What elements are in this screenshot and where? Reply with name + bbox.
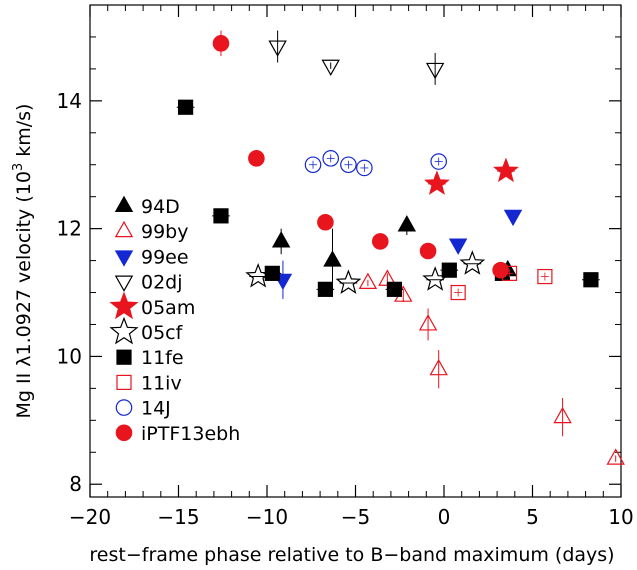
series-99by <box>358 269 625 465</box>
data-point <box>323 250 342 267</box>
y-tick-label: 12 <box>57 217 82 241</box>
data-point <box>429 358 448 376</box>
y-axis-label-main: Mg II λ1.0927 velocity (10 <box>13 171 35 418</box>
data-point <box>271 231 291 248</box>
legend-marker <box>116 374 132 390</box>
data-point <box>317 213 334 231</box>
legend-label: 94D <box>141 196 180 218</box>
legend-label: 11iv <box>141 372 182 394</box>
legend-label: 05cf <box>141 322 184 344</box>
data-point <box>304 156 322 174</box>
data-point <box>248 150 265 167</box>
legend-marker <box>109 316 139 345</box>
data-point <box>213 208 229 224</box>
data-point <box>371 233 389 250</box>
data-point <box>441 262 457 278</box>
legend-item-02dj: 02dj <box>114 272 183 294</box>
data-point <box>340 156 357 174</box>
x-tick-label: 0 <box>438 505 451 529</box>
data-point <box>430 153 447 170</box>
data-point <box>492 261 509 279</box>
x-tick-label: −5 <box>341 505 370 529</box>
data-point <box>459 250 486 275</box>
x-tick-label: −10 <box>246 505 288 529</box>
legend-label: 05am <box>141 297 195 319</box>
legend-item-99ee: 99ee <box>114 246 189 268</box>
data-point <box>177 99 194 115</box>
data-point <box>419 242 437 260</box>
y-tick-label: 8 <box>69 472 82 496</box>
series-11fe <box>176 99 600 297</box>
series-14J <box>304 150 447 177</box>
legend-label: 11fe <box>141 347 184 369</box>
legend-item-iPTF13ebh: iPTF13ebh <box>115 423 240 445</box>
data-point <box>537 268 553 285</box>
y-axis-label-unit: km/s) <box>13 104 35 163</box>
data-point <box>553 406 572 424</box>
legend-marker <box>114 195 134 213</box>
y-tick-label: 14 <box>57 89 82 113</box>
data-point <box>418 314 438 331</box>
data-point <box>425 62 445 80</box>
legend-item-94D: 94D <box>114 195 180 218</box>
legend-item-11fe: 11fe <box>116 347 184 369</box>
legend-marker <box>116 349 132 365</box>
x-axis-label: rest−frame phase relative to B−band maxi… <box>89 544 614 566</box>
legend-marker <box>109 291 139 320</box>
data-point <box>583 272 599 288</box>
data-point <box>423 170 450 195</box>
data-point <box>212 35 230 52</box>
data-point <box>448 238 468 255</box>
y-tick-label: 10 <box>57 344 82 368</box>
data-point <box>493 157 519 183</box>
y-axis: 8 10 12 14 <box>57 36 621 496</box>
data-point <box>450 284 466 301</box>
x-axis: −20 −15 −10 −5 0 5 10 <box>69 5 634 529</box>
x-tick-label: 10 <box>608 505 633 529</box>
data-point <box>356 159 373 177</box>
data-point <box>606 448 625 465</box>
data-point <box>322 150 340 167</box>
legend-item-14J: 14J <box>115 398 171 420</box>
legend-label: 99by <box>141 221 188 243</box>
series-02dj <box>268 30 445 85</box>
data-point <box>317 281 334 297</box>
legend-label: iPTF13ebh <box>141 423 240 445</box>
legend-label: 99ee <box>141 246 189 268</box>
series-05am <box>423 157 519 195</box>
legend-marker <box>114 275 134 292</box>
data-point <box>397 215 417 232</box>
series-94D <box>271 215 517 293</box>
data-point <box>503 209 523 227</box>
legend-item-05cf: 05cf <box>109 316 184 345</box>
legend-marker <box>114 250 134 267</box>
data-point <box>268 40 287 57</box>
x-tick-label: −20 <box>69 505 111 529</box>
data-points <box>176 30 625 465</box>
legend: 94D 99by 99ee 02dj 05am 05cf 11fe 11iv 14J iPTF13… <box>109 195 240 445</box>
legend-label: 14J <box>141 398 171 420</box>
series-iPTF13ebh <box>212 30 509 279</box>
legend-marker <box>114 220 134 238</box>
legend-item-05am: 05am <box>109 291 195 320</box>
legend-label: 02dj <box>141 272 183 294</box>
legend-item-11iv: 11iv <box>116 372 182 394</box>
data-point <box>321 59 340 77</box>
data-point <box>335 269 362 294</box>
data-point <box>386 281 403 297</box>
data-point <box>264 265 280 281</box>
y-axis-label-exponent: 3 <box>11 163 26 171</box>
data-point <box>358 272 378 290</box>
x-tick-label: 5 <box>526 505 539 529</box>
legend-item-99by: 99by <box>114 220 188 243</box>
legend-marker <box>115 399 133 416</box>
y-axis-label: Mg II λ1.0927 velocity (103 km/s) <box>11 104 35 419</box>
legend-marker <box>115 424 133 442</box>
x-tick-label: −15 <box>157 505 199 529</box>
